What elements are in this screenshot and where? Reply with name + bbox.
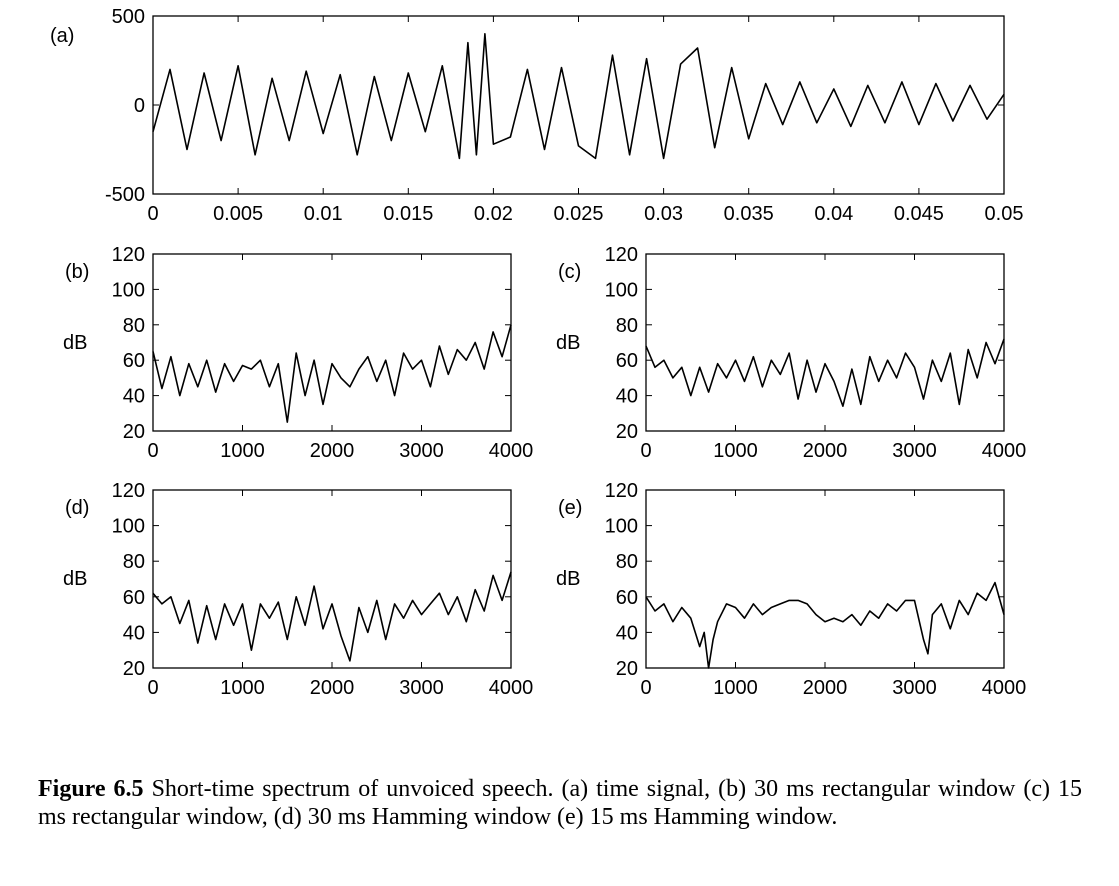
series-line — [152, 571, 512, 662]
y-tick-label: 20 — [123, 421, 145, 443]
series-line — [152, 324, 512, 423]
panel-label: (c) — [558, 261, 581, 283]
y-tick-label: 120 — [605, 480, 638, 502]
x-tick-label: 0.01 — [304, 203, 343, 225]
x-tick-label: 3000 — [399, 440, 444, 462]
y-tick-label: 80 — [616, 315, 638, 337]
y-tick-label: 0 — [134, 95, 145, 117]
x-tick-label: 2000 — [310, 677, 355, 699]
y-tick-label: 20 — [616, 421, 638, 443]
x-tick-label: 1000 — [713, 440, 758, 462]
y-tick-label: 20 — [123, 658, 145, 680]
x-tick-label: 0.02 — [474, 203, 513, 225]
series-line — [152, 32, 1005, 160]
caption-figure-number: Figure 6.5 — [38, 776, 144, 802]
y-tick-label: -500 — [105, 184, 145, 206]
x-tick-label: 0.045 — [894, 203, 944, 225]
y-axis-label: dB — [556, 332, 580, 354]
y-tick-label: 20 — [616, 658, 638, 680]
y-tick-label: 60 — [123, 587, 145, 609]
x-tick-label: 0 — [640, 440, 651, 462]
x-tick-label: 1000 — [220, 677, 265, 699]
panel-a: 0 0.005 0.01 0.015 0.02 0.025 0.03 0.035 0.04 0.0… — [50, 6, 1023, 225]
series-line — [645, 581, 1005, 669]
x-tick-label: 2000 — [803, 677, 848, 699]
caption-text: Short-time spectrum of unvoiced speech. … — [38, 776, 1083, 830]
x-tick-label: 0.015 — [383, 203, 433, 225]
y-tick-label: 500 — [112, 6, 145, 28]
x-tick-label: 3000 — [892, 677, 937, 699]
x-tick-label: 4000 — [489, 677, 534, 699]
x-tick-label: 0 — [147, 677, 158, 699]
x-tick-label: 1000 — [713, 677, 758, 699]
y-tick-label: 80 — [123, 551, 145, 573]
panel-label: (d) — [65, 497, 89, 519]
plot-frame — [152, 489, 512, 669]
panel-c: 0 1000 2000 3000 4000 120 100 80 60 40 20 (c) dB — [556, 244, 1026, 462]
x-tick-label: 0.05 — [985, 203, 1024, 225]
y-tick-label: 100 — [112, 516, 145, 538]
y-tick-label: 60 — [123, 350, 145, 372]
y-tick-label: 40 — [123, 622, 145, 644]
y-tick-label: 120 — [112, 480, 145, 502]
figure-caption: Figure 6.5 Short-time spectrum of unvoic… — [38, 775, 1082, 831]
x-tick-label: 0.035 — [724, 203, 774, 225]
y-tick-label: 100 — [112, 279, 145, 301]
y-tick-label: 80 — [123, 315, 145, 337]
x-tick-label: 0 — [640, 677, 651, 699]
y-tick-label: 40 — [123, 386, 145, 408]
series-line — [645, 338, 1005, 408]
plot-frame — [645, 489, 1005, 669]
y-tick-label: 100 — [605, 279, 638, 301]
y-tick-label: 80 — [616, 551, 638, 573]
panel-e: 0 1000 2000 3000 4000 120 100 80 60 40 20 (e) dB — [556, 480, 1026, 699]
panel-label: (e) — [558, 497, 582, 519]
x-tick-label: 4000 — [982, 440, 1027, 462]
plot-frame — [152, 253, 512, 432]
y-axis-label: dB — [63, 568, 87, 590]
y-tick-label: 40 — [616, 622, 638, 644]
y-tick-label: 60 — [616, 587, 638, 609]
x-tick-label: 0 — [147, 203, 158, 225]
x-tick-label: 0.03 — [644, 203, 683, 225]
panel-d: 0 1000 2000 3000 4000 120 100 80 60 40 20 (d) dB — [63, 480, 533, 699]
y-tick-label: 100 — [605, 516, 638, 538]
x-tick-label: 1000 — [220, 440, 265, 462]
x-tick-label: 3000 — [399, 677, 444, 699]
x-tick-label: 0.04 — [814, 203, 853, 225]
y-axis-label: dB — [63, 332, 87, 354]
y-tick-label: 120 — [112, 244, 145, 266]
x-tick-label: 0.005 — [213, 203, 263, 225]
plot-frame — [645, 253, 1005, 432]
y-tick-label: 120 — [605, 244, 638, 266]
x-tick-label: 0.025 — [553, 203, 603, 225]
panel-label: (b) — [65, 261, 89, 283]
x-tick-label: 2000 — [803, 440, 848, 462]
panel-b: 0 1000 2000 3000 4000 120 100 80 60 40 20 (b) dB — [63, 244, 533, 462]
x-tick-label: 2000 — [310, 440, 355, 462]
x-tick-label: 0 — [147, 440, 158, 462]
x-tick-label: 4000 — [982, 677, 1027, 699]
y-tick-label: 40 — [616, 386, 638, 408]
y-axis-label: dB — [556, 568, 580, 590]
panel-label: (a) — [50, 25, 74, 47]
x-tick-label: 3000 — [892, 440, 937, 462]
x-tick-label: 4000 — [489, 440, 534, 462]
y-tick-label: 60 — [616, 350, 638, 372]
